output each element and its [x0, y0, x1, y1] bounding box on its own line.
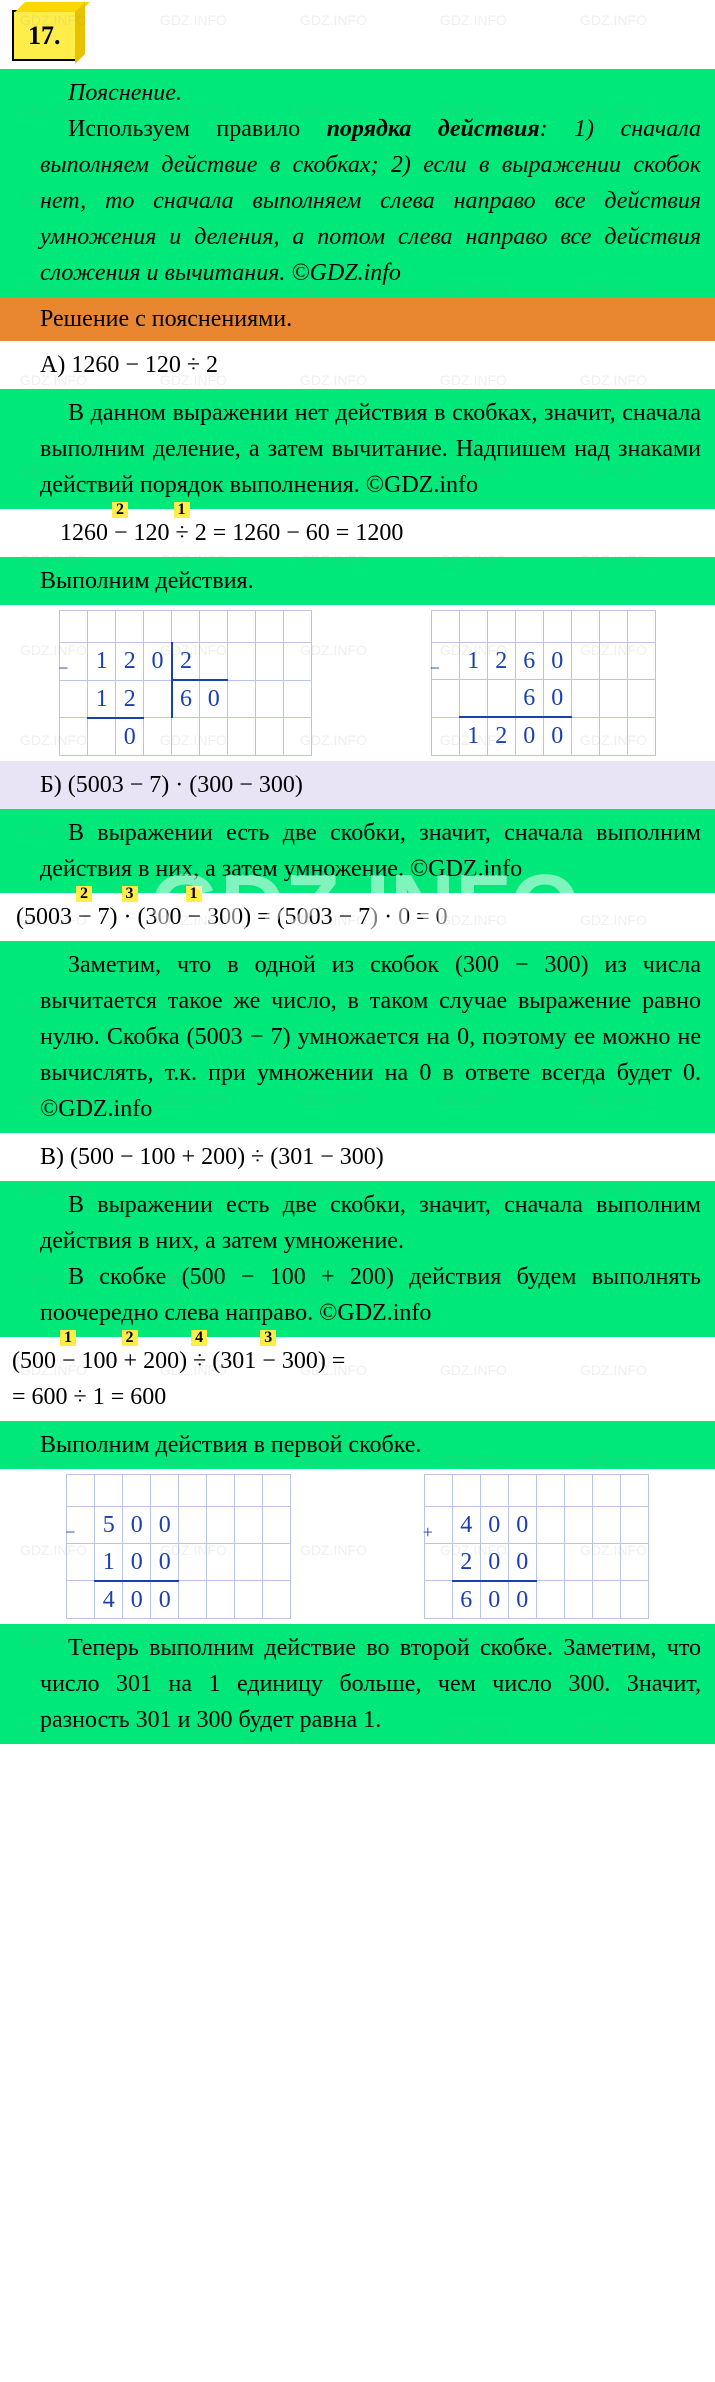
cell: 0 [116, 718, 144, 756]
cell: 0 [515, 717, 543, 755]
cell: 1 [459, 717, 487, 755]
cell: 5 [95, 1506, 123, 1543]
step-badge: 3 [122, 886, 138, 902]
part-c-text1: В выражении есть две скобки, значит, сна… [40, 1187, 701, 1259]
addition-table-c: 400 200 600 [424, 1474, 649, 1619]
step-badge: 3 [260, 1330, 276, 1346]
cell: 2 [452, 1543, 480, 1581]
cell: 4 [95, 1581, 123, 1619]
subtraction-table-c: 500 100 400 [66, 1474, 291, 1619]
subtraction-table: 1260 60 1200 [431, 610, 656, 756]
cell: 2 [487, 717, 515, 755]
part-c-calc: 500 100 400 400 200 600 [0, 1469, 715, 1624]
cell: 0 [144, 643, 172, 681]
cell: 0 [200, 680, 228, 718]
part-b-text1: В выражении есть две скобки, значит, сна… [0, 809, 715, 893]
cell: 0 [508, 1581, 536, 1619]
part-a-expr: А) 1260 − 120 ÷ 2 [40, 352, 218, 378]
part-c-text3: Теперь выполним действие во второй скобк… [0, 1624, 715, 1744]
explain-bold: порядка действия [327, 116, 540, 142]
step-badge: 2 [112, 502, 128, 518]
part-b-eq-line: (5003 −2 7) ·3 (300 −1 300) = (5003 − 7)… [16, 904, 448, 930]
cell: 1 [95, 1543, 123, 1581]
part-c-eq-line2: = 600 ÷ 1 = 600 [12, 1379, 701, 1415]
cell: 0 [151, 1581, 179, 1619]
step-badge: 4 [191, 1330, 207, 1346]
cell: 1 [459, 643, 487, 680]
cell: 0 [151, 1543, 179, 1581]
step-badge: 1 [186, 886, 202, 902]
part-b-equation: (5003 −2 7) ·3 (300 −1 300) = (5003 − 7)… [0, 893, 715, 941]
cell: 6 [515, 643, 543, 680]
part-a-perform: Выполним действия. [0, 557, 715, 605]
part-b-label: Б) (5003 − 7) · (300 − 300) [0, 761, 715, 809]
cell: 6 [515, 680, 543, 718]
cell: 1 [88, 680, 116, 718]
badge-container: 17. [0, 0, 715, 69]
cell: 2 [116, 643, 144, 681]
part-c-label: В) (500 − 100 + 200) ÷ (301 − 300) [0, 1133, 715, 1181]
part-a-eq-line: 1260 −2 120 ÷1 2 = 1260 − 60 = 1200 [60, 520, 403, 546]
cell: 6 [172, 680, 200, 718]
part-c-text2: В скобке (500 − 100 + 200) действия буде… [40, 1259, 701, 1331]
part-b-expr: Б) (5003 − 7) · (300 − 300) [40, 772, 303, 798]
explanation-text: Используем правило порядка действия: 1) … [40, 111, 701, 291]
part-c-perform: Выполним действия в первой скобке. [0, 1421, 715, 1469]
cell: 0 [508, 1506, 536, 1543]
solution-title: Решение с пояснениями. [40, 306, 292, 332]
solution-header: Решение с пояснениями. [0, 297, 715, 341]
perform-label: Выполним действия. [40, 568, 254, 594]
part-a-calc: 1202 1260 0 1260 60 1200 [0, 605, 715, 761]
cell: 6 [452, 1581, 480, 1619]
part-b-text2: Заметим, что в одной из скобок (300 − 30… [0, 941, 715, 1133]
cell: 0 [123, 1543, 151, 1581]
cell: 0 [543, 717, 571, 755]
cell: 0 [123, 1581, 151, 1619]
part-a-equation: 1260 −2 120 ÷1 2 = 1260 − 60 = 1200 [0, 509, 715, 557]
cell: 0 [508, 1543, 536, 1581]
cell: 1 [88, 643, 116, 681]
cell: 0 [543, 680, 571, 718]
part-c-expr: В) (500 − 100 + 200) ÷ (301 − 300) [40, 1144, 384, 1170]
division-table: 1202 1260 0 [59, 610, 312, 756]
step-badge: 1 [60, 1330, 76, 1346]
part-c-texts: В выражении есть две скобки, значит, сна… [0, 1181, 715, 1337]
step-badge: 2 [122, 1330, 138, 1346]
cell: 0 [480, 1506, 508, 1543]
explanation-title: Пояснение. [40, 75, 701, 111]
cell: 0 [480, 1581, 508, 1619]
cell: 0 [543, 643, 571, 680]
cell: 2 [172, 643, 200, 681]
cell: 0 [151, 1506, 179, 1543]
cell: 4 [452, 1506, 480, 1543]
explanation-block: Пояснение. Используем правило порядка де… [0, 69, 715, 297]
step-badge: 1 [174, 502, 190, 518]
problem-number-badge: 17. [12, 10, 77, 61]
part-a-label: А) 1260 − 120 ÷ 2 [0, 341, 715, 389]
part-a-text: В данном выражении нет действия в скобка… [0, 389, 715, 509]
cell: 0 [480, 1543, 508, 1581]
cell: 0 [123, 1506, 151, 1543]
cell: 2 [116, 680, 144, 718]
part-c-equation: (500 −1 100 +2 200) ÷4 (301 −3 300) = = … [0, 1337, 715, 1421]
cell: 2 [487, 643, 515, 680]
explain-text-part1: Используем правило [68, 116, 327, 142]
part-c-eq-line1: (500 −1 100 +2 200) ÷4 (301 −3 300) = [12, 1343, 701, 1379]
step-badge: 2 [76, 886, 92, 902]
perform-label: Выполним действия в первой скобке. [40, 1432, 421, 1458]
